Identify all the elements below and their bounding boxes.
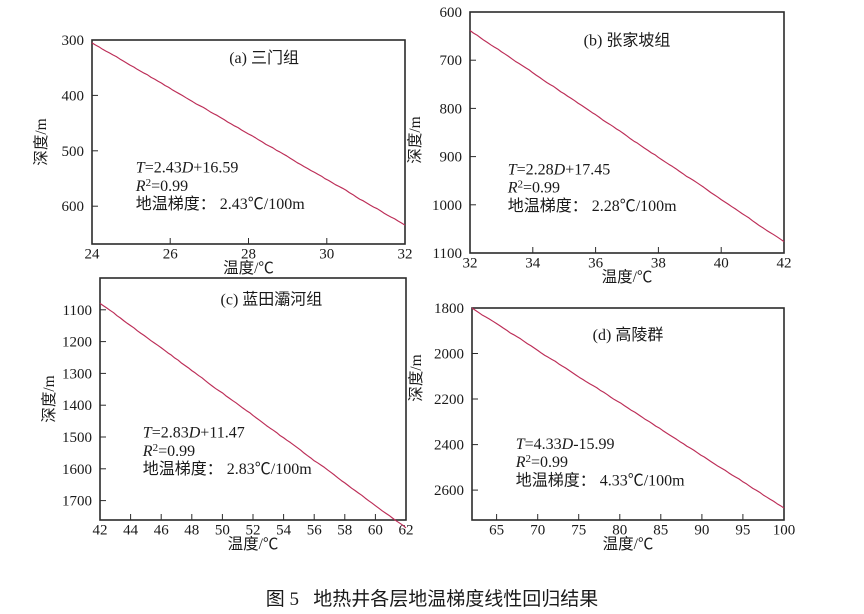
svg-text:R2=0.99: R2=0.99 [515, 453, 568, 471]
svg-text:1800: 1800 [434, 301, 464, 317]
svg-text:(a) 三门组: (a) 三门组 [229, 49, 299, 67]
svg-text:65: 65 [489, 523, 504, 539]
svg-text:85: 85 [653, 523, 668, 539]
svg-text:(b) 张家坡组: (b) 张家坡组 [584, 32, 671, 50]
svg-text:42: 42 [777, 256, 792, 272]
svg-text:40: 40 [714, 256, 729, 272]
svg-text:90: 90 [694, 523, 709, 539]
svg-text:58: 58 [337, 523, 352, 539]
svg-text:T=2.28D+17.45: T=2.28D+17.45 [508, 161, 611, 178]
svg-text:54: 54 [276, 523, 292, 539]
svg-text:1100: 1100 [63, 303, 92, 319]
svg-text:2200: 2200 [434, 392, 464, 408]
svg-text:1400: 1400 [62, 398, 92, 414]
svg-text:1000: 1000 [432, 198, 462, 214]
svg-text:图 5 地热井各层地温梯度线性回归结果: 图 5 地热井各层地温梯度线性回归结果 [266, 588, 599, 610]
svg-text:44: 44 [123, 523, 139, 539]
svg-text:100: 100 [773, 523, 796, 539]
svg-text:26: 26 [163, 247, 179, 263]
svg-text:(c) 蓝田灞河组: (c) 蓝田灞河组 [221, 291, 323, 309]
svg-text:500: 500 [62, 144, 85, 160]
svg-text:32: 32 [463, 256, 478, 272]
svg-text:24: 24 [85, 247, 101, 263]
svg-text:95: 95 [735, 523, 750, 539]
svg-text:2600: 2600 [434, 483, 464, 499]
svg-text:46: 46 [154, 523, 170, 539]
svg-text:R2=0.99: R2=0.99 [507, 179, 560, 197]
svg-text:34: 34 [525, 256, 541, 272]
svg-text:1100: 1100 [433, 246, 462, 262]
svg-text:R2=0.99: R2=0.99 [135, 177, 188, 195]
svg-text:75: 75 [571, 523, 586, 539]
svg-text:32: 32 [398, 247, 413, 263]
svg-text:800: 800 [440, 101, 463, 117]
svg-text:70: 70 [530, 523, 545, 539]
svg-text:600: 600 [440, 5, 463, 21]
svg-text:48: 48 [184, 523, 199, 539]
svg-text:60: 60 [368, 523, 383, 539]
svg-text:深度/m: 深度/m [406, 116, 424, 163]
svg-text:56: 56 [307, 523, 323, 539]
svg-text:地温梯度： 2.43℃/100m: 地温梯度： 2.43℃/100m [136, 195, 305, 213]
svg-text:温度/℃: 温度/℃ [603, 535, 654, 553]
svg-text:2000: 2000 [434, 347, 464, 363]
svg-text:900: 900 [440, 150, 463, 166]
svg-text:1700: 1700 [62, 494, 92, 510]
svg-text:温度/℃: 温度/℃ [228, 535, 279, 553]
svg-text:700: 700 [440, 53, 463, 69]
svg-text:R2=0.99: R2=0.99 [142, 442, 195, 460]
svg-text:300: 300 [62, 33, 85, 49]
svg-text:深度/m: 深度/m [32, 118, 50, 165]
svg-text:1300: 1300 [62, 366, 92, 382]
svg-text:2400: 2400 [434, 438, 464, 454]
svg-text:(d) 高陵群: (d) 高陵群 [593, 326, 664, 344]
svg-text:地温梯度： 4.33℃/100m: 地温梯度： 4.33℃/100m [516, 471, 685, 489]
svg-text:T=4.33D-15.99: T=4.33D-15.99 [516, 436, 615, 453]
svg-text:T=2.43D+16.59: T=2.43D+16.59 [136, 160, 239, 177]
svg-text:42: 42 [93, 523, 108, 539]
svg-text:温度/℃: 温度/℃ [223, 259, 274, 277]
svg-text:1500: 1500 [62, 430, 92, 446]
svg-text:T=2.83D+11.47: T=2.83D+11.47 [143, 425, 245, 442]
svg-text:地温梯度： 2.28℃/100m: 地温梯度： 2.28℃/100m [508, 197, 677, 215]
svg-text:38: 38 [651, 256, 666, 272]
svg-text:400: 400 [62, 88, 85, 104]
svg-text:地温梯度： 2.83℃/100m: 地温梯度： 2.83℃/100m [143, 460, 312, 478]
svg-text:30: 30 [319, 247, 334, 263]
svg-text:深度/m: 深度/m [40, 375, 58, 422]
svg-text:1200: 1200 [62, 335, 92, 351]
svg-text:1600: 1600 [62, 462, 92, 478]
svg-text:深度/m: 深度/m [407, 354, 425, 401]
svg-text:温度/℃: 温度/℃ [602, 268, 653, 286]
svg-text:600: 600 [62, 199, 85, 215]
svg-text:62: 62 [399, 523, 414, 539]
